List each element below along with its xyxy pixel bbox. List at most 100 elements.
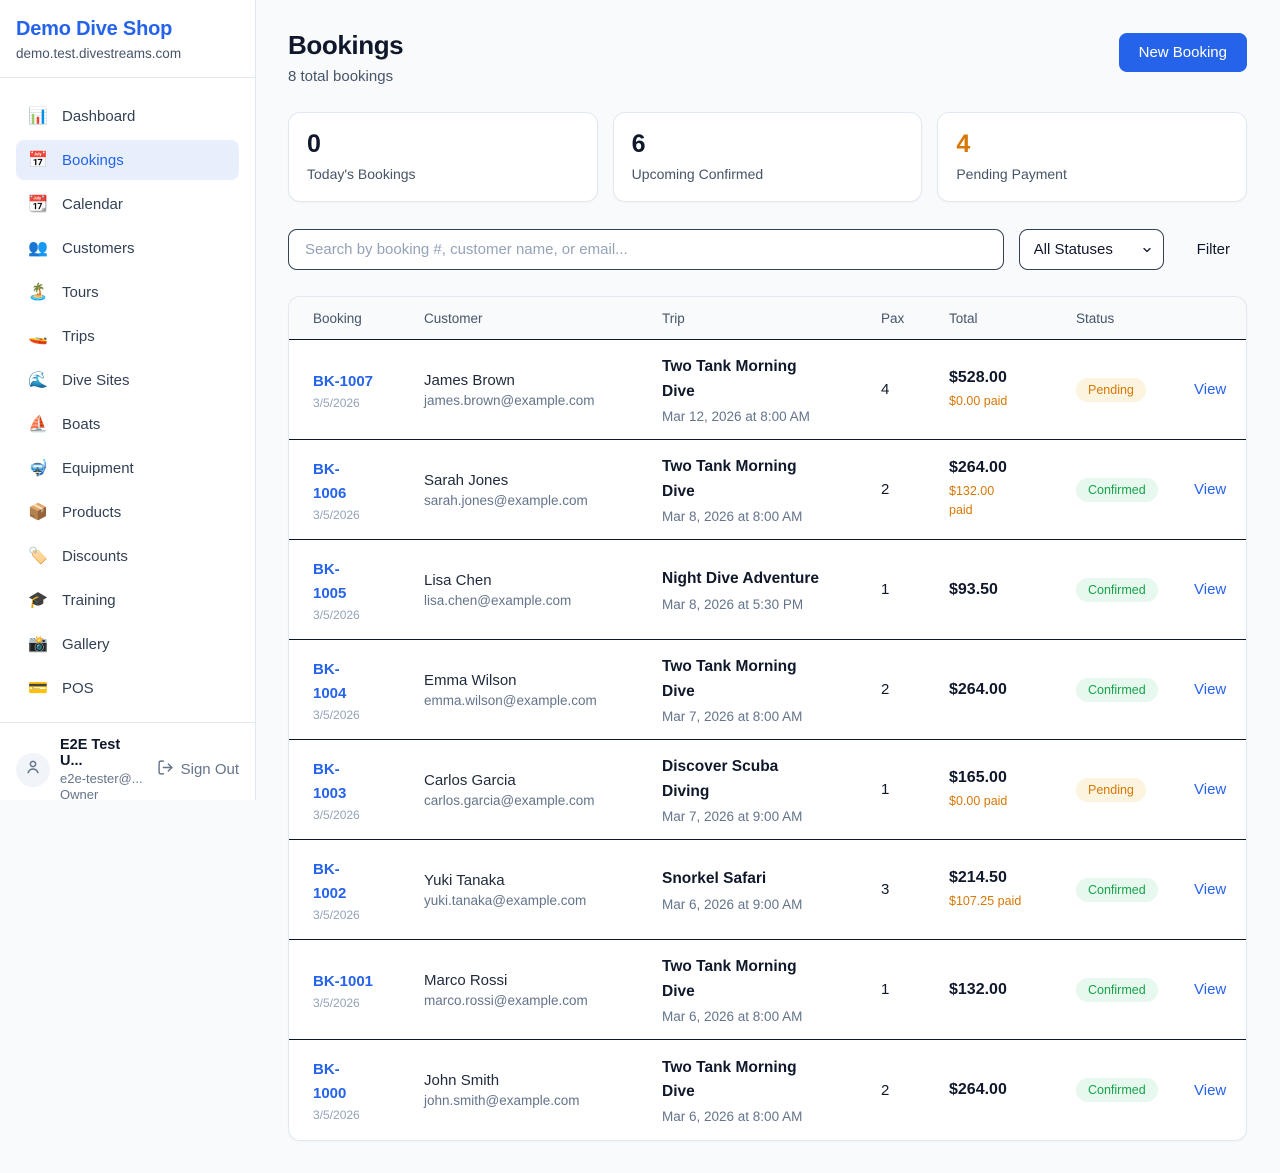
nav-item-label: Equipment [62, 459, 134, 477]
sidebar-item-dashboard[interactable]: 📊 Dashboard [16, 96, 239, 136]
view-link[interactable]: View [1194, 881, 1227, 898]
user-email: e2e-tester@... [60, 771, 143, 786]
booking-id-link[interactable]: BK- 1006 [313, 460, 347, 502]
booking-id-link[interactable]: BK-1007 [313, 372, 374, 390]
trip-name: Two Tank Morning Dive [662, 958, 797, 1000]
search-input[interactable] [288, 229, 1004, 270]
status-filter-select[interactable]: All Statuses [1018, 229, 1164, 270]
trip-time: Mar 6, 2026 at 9:00 AM [662, 896, 803, 912]
table-row: BK- 1004 3/5/2026 Emma Wilson emma.wilso… [289, 640, 1246, 740]
customer-email: john.smith@example.com [424, 1093, 580, 1108]
booking-date: 3/5/2026 [313, 995, 360, 1010]
credit-card-icon: 💳 [28, 680, 48, 697]
view-link[interactable]: View [1194, 981, 1227, 998]
booking-cell: BK- 1004 3/5/2026 [313, 658, 424, 722]
trip-time: Mar 8, 2026 at 8:00 AM [662, 508, 803, 524]
view-link[interactable]: View [1194, 481, 1227, 498]
sidebar-item-bookings[interactable]: 📅 Bookings [16, 140, 239, 180]
booking-id-link[interactable]: BK- 1002 [313, 860, 347, 902]
view-link[interactable]: View [1194, 1081, 1227, 1099]
view-link[interactable]: View [1194, 681, 1227, 698]
booking-id-link[interactable]: BK- 1003 [313, 760, 347, 802]
total-cell: $528.00 $0.00 paid [949, 369, 1076, 411]
booking-date: 3/5/2026 [313, 1108, 360, 1122]
table-row: BK- 1002 3/5/2026 Yuki Tanaka yuki.tanak… [289, 840, 1246, 940]
booking-cell: BK- 1006 3/5/2026 [313, 458, 424, 522]
total-cell: $264.00 [949, 681, 1076, 699]
customer-email: sarah.jones@example.com [424, 492, 588, 508]
total-amount: $528.00 [949, 368, 1007, 386]
status-cell: Confirmed [1076, 1078, 1194, 1102]
table-header-row: Booking Customer Trip Pax Total Status [289, 297, 1246, 340]
sign-out-label: Sign Out [180, 761, 239, 778]
stat-label: Today's Bookings [307, 166, 416, 182]
bookings-table: Booking Customer Trip Pax Total Status BK-100… [288, 296, 1247, 1141]
sidebar-item-dive-sites[interactable]: 🌊 Dive Sites [16, 360, 239, 400]
total-amount: $264.00 [949, 459, 1007, 477]
booking-id-link[interactable]: BK-1001 [313, 972, 374, 990]
booking-cell: BK- 1002 3/5/2026 [313, 858, 424, 922]
trip-time: Mar 7, 2026 at 8:00 AM [662, 708, 803, 724]
sidebar-item-gallery[interactable]: 📸 Gallery [16, 624, 239, 664]
trip-time: Mar 6, 2026 at 8:00 AM [662, 1109, 803, 1125]
bar-chart-icon: 📊 [28, 108, 48, 125]
column-header-booking: Booking [313, 310, 362, 326]
booking-id-link[interactable]: BK- 1000 [313, 1061, 347, 1102]
pax-value: 1 [881, 781, 890, 798]
sidebar-item-customers[interactable]: 👥 Customers [16, 228, 239, 268]
main-content: Bookings 8 total bookings New Booking 0 … [256, 0, 1280, 1173]
total-paid: $132.00 paid [949, 484, 995, 517]
filter-button[interactable]: Filter [1196, 241, 1230, 258]
calendar-icon: 📅 [28, 152, 48, 169]
trip-cell: Two Tank Morning Dive Mar 8, 2026 at 8:0… [662, 455, 881, 523]
nav-item-label: Trips [62, 327, 95, 345]
customer-cell: Emma Wilson emma.wilson@example.com [424, 672, 662, 708]
booking-id-link[interactable]: BK- 1005 [313, 560, 347, 602]
status-cell: Confirmed [1076, 577, 1194, 602]
sidebar-item-tours[interactable]: 🏝️ Tours [16, 272, 239, 312]
status-badge: Confirmed [1076, 477, 1158, 502]
nav-item-label: Boats [62, 415, 101, 433]
sidebar-nav: 📊 Dashboard 📅 Bookings 📆 Calendar 👥 Cust… [0, 78, 255, 722]
total-amount: $132.00 [949, 980, 1007, 998]
total-amount: $165.00 [949, 768, 1007, 786]
sidebar-item-pos[interactable]: 💳 POS [16, 668, 239, 708]
page-subtitle: 8 total bookings [288, 68, 394, 85]
customer-name: Marco Rossi [424, 971, 508, 989]
view-link[interactable]: View [1194, 581, 1227, 598]
view-link[interactable]: View [1194, 381, 1227, 398]
brand-name[interactable]: Demo Dive Shop [16, 18, 173, 40]
sign-out-button[interactable]: Sign Out [157, 759, 239, 780]
page-header: Bookings 8 total bookings New Booking [288, 30, 1247, 85]
total-cell: $132.00 [949, 981, 1076, 999]
status-badge: Confirmed [1076, 577, 1158, 602]
trip-name: Discover Scuba Diving [662, 758, 779, 800]
nav-item-label: Products [62, 503, 122, 521]
sidebar-item-calendar[interactable]: 📆 Calendar [16, 184, 239, 224]
booking-cell: BK-1007 3/5/2026 [313, 370, 424, 410]
nav-item-label: Dashboard [62, 107, 136, 125]
customer-email: emma.wilson@example.com [424, 692, 597, 708]
page-title: Bookings [288, 30, 404, 60]
tag-icon: 🏷️ [28, 548, 48, 565]
sidebar-item-training[interactable]: 🎓 Training [16, 580, 239, 620]
sidebar-item-trips[interactable]: 🚤 Trips [16, 316, 239, 356]
sidebar-item-boats[interactable]: ⛵ Boats [16, 404, 239, 444]
booking-cell: BK-1001 3/5/2026 [313, 970, 424, 1010]
customer-cell: Yuki Tanaka yuki.tanaka@example.com [424, 872, 662, 908]
customer-cell: James Brown james.brown@example.com [424, 372, 662, 408]
booking-id-link[interactable]: BK- 1004 [313, 660, 347, 702]
sidebar-item-discounts[interactable]: 🏷️ Discounts [16, 536, 239, 576]
table-row: BK-1001 3/5/2026 Marco Rossi marco.rossi… [289, 940, 1246, 1040]
pax-value: 2 [881, 481, 890, 498]
view-link[interactable]: View [1194, 781, 1227, 798]
trip-name: Night Dive Adventure [662, 570, 820, 588]
user-avatar [16, 752, 50, 787]
booking-date: 3/5/2026 [313, 907, 360, 922]
sidebar-item-products[interactable]: 📦 Products [16, 492, 239, 532]
sidebar-user-footer: E2E Test U... e2e-tester@... Owner Sign … [0, 722, 255, 816]
sidebar-item-equipment[interactable]: 🤿 Equipment [16, 448, 239, 488]
new-booking-button[interactable]: New Booking [1118, 33, 1247, 72]
people-icon: 👥 [28, 240, 48, 257]
booking-date: 3/5/2026 [313, 707, 360, 722]
